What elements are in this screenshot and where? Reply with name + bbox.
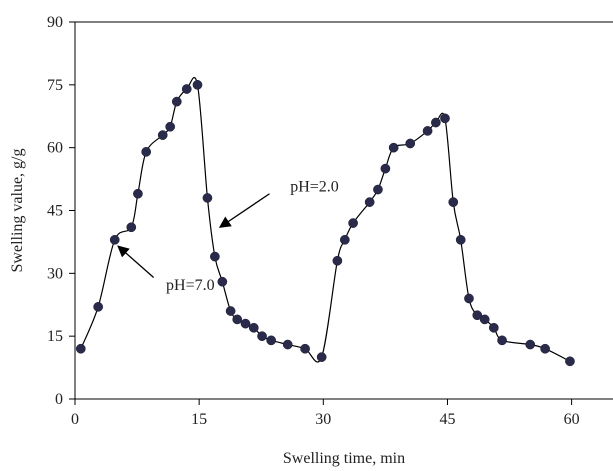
- data-point: [232, 314, 243, 325]
- data-point: [141, 147, 152, 157]
- data-point: [133, 188, 143, 199]
- data-point: [300, 343, 310, 354]
- annotation-arrow: [218, 193, 270, 228]
- data-point: [455, 234, 466, 245]
- data-point: [93, 301, 104, 312]
- x-tick-label: 45: [439, 411, 455, 428]
- data-point: [448, 197, 459, 207]
- y-tick-label: 60: [47, 140, 63, 157]
- data-point: [165, 121, 176, 132]
- x-tick-label: 0: [71, 411, 79, 428]
- x-ticks: 0 15 30 45 60: [71, 399, 580, 428]
- x-tick-label: 15: [191, 411, 207, 428]
- data-point: [540, 343, 550, 354]
- x-tick-label: 60: [564, 411, 580, 428]
- annotation-label: pH=7.0: [166, 277, 215, 294]
- y-tick-label: 90: [47, 14, 63, 31]
- data-point: [380, 163, 391, 174]
- data-point: [405, 138, 416, 149]
- y-tick-label: 30: [47, 265, 63, 282]
- x-tick-label: 30: [315, 411, 331, 428]
- data-point: [181, 84, 192, 94]
- data-point: [373, 184, 383, 195]
- data-point: [364, 197, 375, 207]
- data-point: [210, 251, 220, 262]
- data-point: [339, 234, 350, 245]
- data-point: [202, 193, 213, 203]
- data-point: [75, 343, 86, 354]
- data-point: [472, 310, 483, 321]
- data-point: [525, 339, 536, 350]
- annotation-label: pH=2.0: [290, 179, 339, 196]
- series-line: [80, 77, 571, 363]
- data-point: [497, 335, 507, 346]
- y-tick-label: 0: [55, 391, 63, 408]
- annotations: pH=2.0 pH=7.0: [117, 179, 339, 294]
- data-point: [248, 322, 259, 333]
- x-axis-title: Swelling time, min: [283, 450, 405, 467]
- data-point: [157, 130, 168, 140]
- data-point: [431, 117, 441, 128]
- data-point: [266, 335, 277, 346]
- data-point: [217, 276, 228, 287]
- data-point: [257, 331, 267, 342]
- y-axis-title: Swelling value, g/g: [9, 149, 26, 273]
- series: [75, 77, 575, 367]
- y-ticks: 0 15 30 45 60 75 90: [47, 14, 75, 408]
- y-tick-label: 15: [47, 328, 63, 345]
- data-point: [332, 255, 343, 266]
- data-point: [440, 113, 450, 124]
- y-tick-label: 45: [47, 203, 63, 220]
- data-point: [282, 339, 293, 350]
- data-point: [422, 126, 433, 136]
- data-point: [126, 222, 137, 233]
- data-point: [565, 356, 575, 367]
- data-point: [388, 142, 399, 153]
- data-point: [240, 318, 251, 329]
- data-point: [109, 234, 120, 245]
- data-point: [479, 314, 490, 325]
- data-point: [316, 352, 327, 362]
- annotation-arrow: [117, 245, 155, 279]
- data-point: [488, 322, 499, 333]
- data-point: [348, 218, 358, 228]
- data-point: [171, 96, 182, 107]
- data-point: [192, 79, 203, 90]
- y-tick-label: 75: [47, 77, 63, 94]
- data-point: [464, 293, 474, 304]
- data-point: [225, 306, 236, 316]
